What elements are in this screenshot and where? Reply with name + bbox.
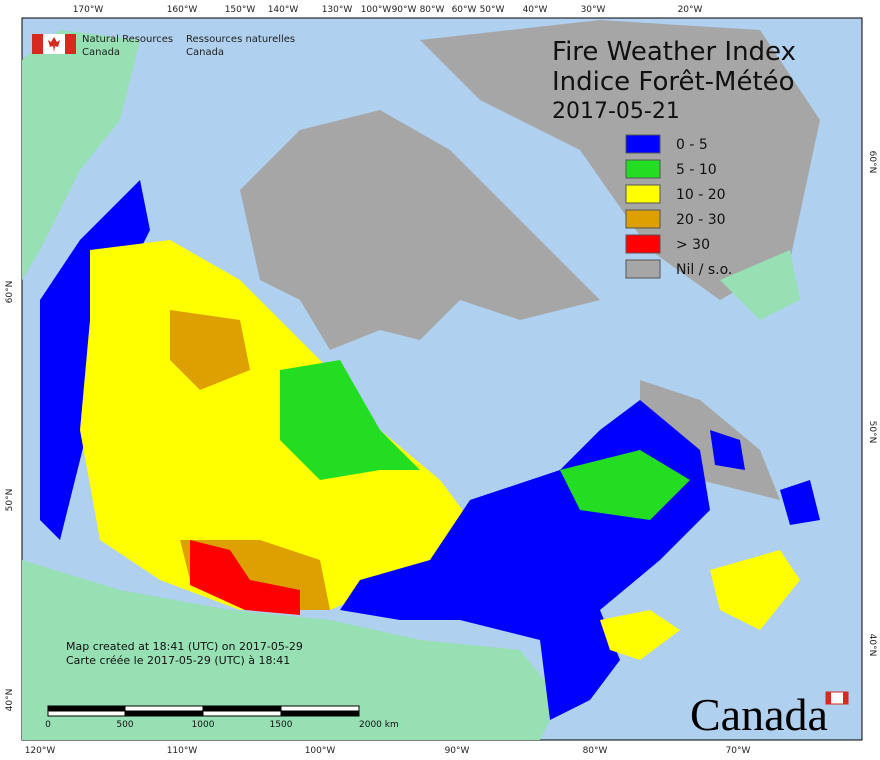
hudson-bay [420,370,530,470]
wordmark-flag-bar [826,692,831,704]
legend-label: Nil / s.o. [676,262,732,278]
zone-high [190,540,300,615]
scale-segment [280,705,360,712]
bottom-label: 80°W [583,746,608,756]
zone-nwt [170,310,250,390]
agency-fr: Ressources naturelles [186,34,295,45]
bottom-label: 100°W [305,746,336,756]
wordmark: Canada [690,689,828,740]
top-label: 90°W [392,5,417,15]
bottom-label: 110°W [167,746,198,756]
scale-label: 0 [45,720,51,730]
right-label: 40°N [867,634,877,657]
graticule-labels: 170°W 160°W 150°W 140°W 130°W 100°W 90°W 80°W 60… [5,5,877,756]
agency-fr: Canada [186,47,224,58]
scale-segment [202,705,282,712]
basemap [22,20,820,740]
land-greenland [420,20,820,300]
legend-label: 10 - 20 [676,187,726,203]
zone-quebec [560,450,690,520]
top-label: 140°W [268,5,299,15]
top-label: 20°W [678,5,703,15]
top-label: 60°W [452,5,477,15]
left-label: 60°N [5,281,15,304]
zone-newfoundland [780,480,820,525]
scale-segment [124,710,204,717]
scale-segment [202,710,282,717]
title: Fire Weather Index [552,37,796,67]
scale-segment [124,705,204,712]
top-label: 160°W [167,5,198,15]
land-usa [22,560,560,740]
scale-label: 1500 [270,720,293,730]
right-label: 60°N [867,151,877,174]
top-label: 170°W [73,5,104,15]
zone-southern-quebec [600,610,680,660]
scale-label: 500 [116,720,133,730]
scale-segment [47,705,126,712]
left-label: 40°N [5,689,15,712]
land-arctic [240,110,600,350]
scale-label: 2000 km [359,720,399,730]
right-label: 50°N [867,421,877,444]
footer: Map created at 18:41 (UTC) on 2017-05-29 [66,640,303,653]
zone-manitoba [280,360,420,480]
flag-right [65,34,76,54]
maple-leaf [48,37,60,52]
legend-label: 0 - 5 [676,137,708,153]
legend-swatch [625,134,661,154]
top-label: 150°W [225,5,256,15]
legend-swatch [625,259,661,279]
legend-swatch [625,159,661,179]
agency-en: Natural Resources [82,34,173,45]
legend: 0 - 5 5 - 10 10 - 20 20 - 30 > 30 Nil / s.o. [625,134,732,279]
legend-swatch [625,234,661,254]
top-label: 30°W [581,5,606,15]
footer: Carte créée le 2017-05-29 (UTC) à 18:41 [66,654,290,667]
zone-maritimes [710,550,800,630]
land-greenland-south [720,250,800,320]
top-label: 130°W [322,5,353,15]
top-label: 80°W [420,5,445,15]
bottom-label: 70°W [726,746,751,756]
top-label: 50°W [480,5,505,15]
top-label: 100°W [361,5,392,15]
bottom-label: 90°W [445,746,470,756]
land-alaska-west [22,30,140,280]
zone-anticosti [710,430,745,470]
date: 2017-05-21 [552,99,680,124]
legend-swatch [625,209,661,229]
scale-segment [47,710,126,717]
agency-en: Canada [82,47,120,58]
top-label: 40°W [523,5,548,15]
fwi-zones [40,180,820,720]
bottom-label: 120°W [25,746,56,756]
legend-label: 5 - 10 [676,162,717,178]
scale-label: 1000 [192,720,215,730]
legend-label: 20 - 30 [676,212,726,228]
left-label: 50°N [5,489,15,512]
legend-swatch [625,184,661,204]
legend-label: > 30 [676,237,710,253]
scale-bar: 0 500 1000 1500 2000 km [45,705,399,730]
wordmark-flag-bar [843,692,848,704]
flag-left [32,34,43,54]
scale-segment [280,710,360,717]
title-fr: Indice Forêt-Météo [552,67,795,97]
